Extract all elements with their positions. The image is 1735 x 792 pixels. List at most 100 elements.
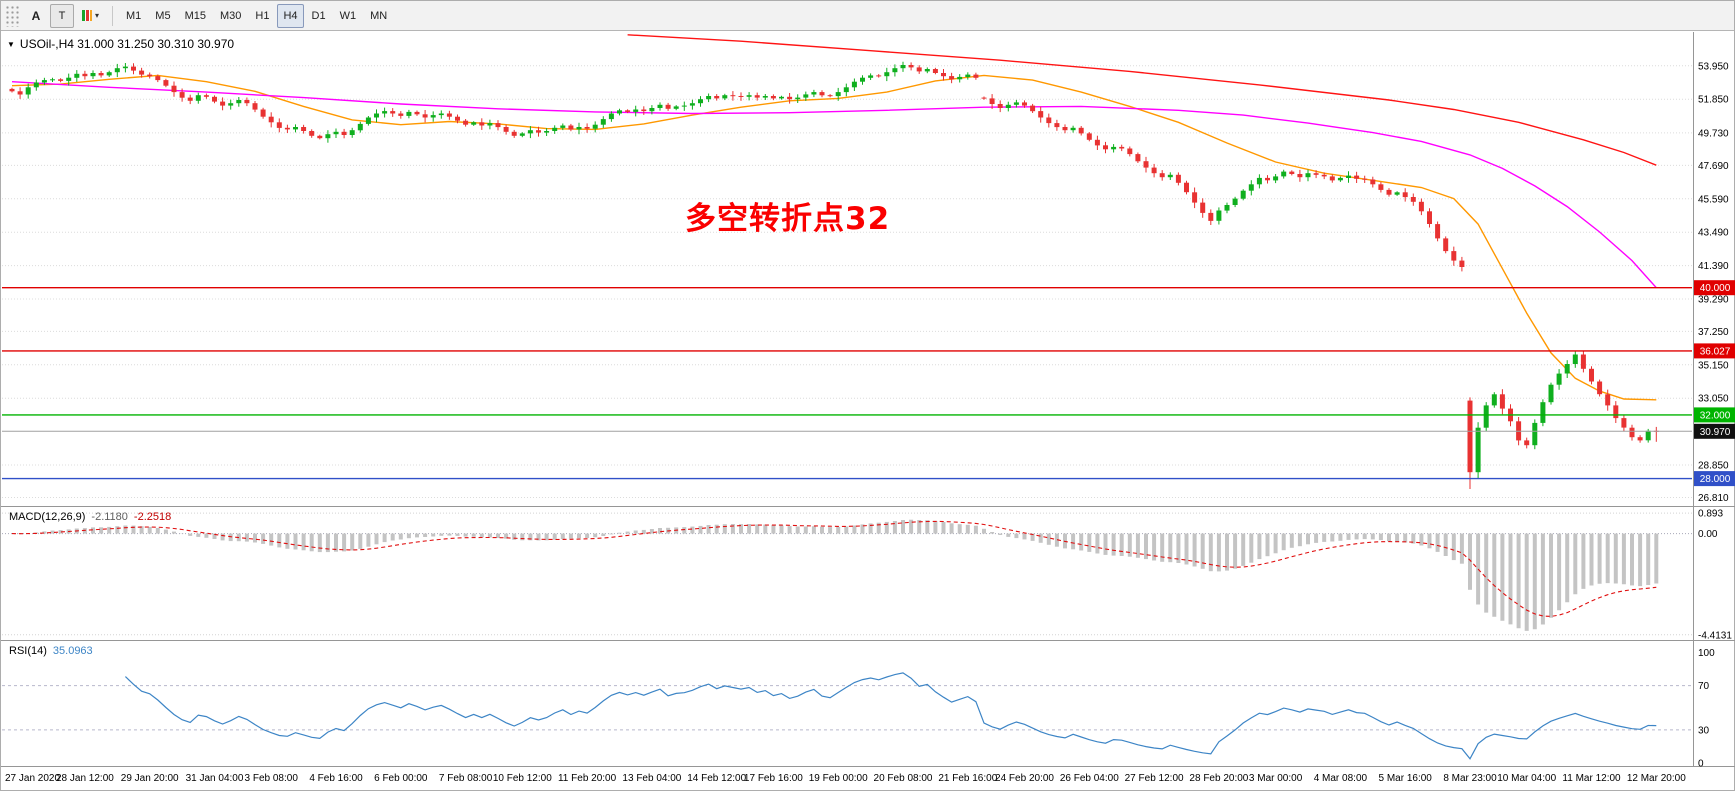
- timeframe-button-m30[interactable]: M30: [214, 4, 247, 28]
- ma-fast-orange: [11, 74, 1657, 401]
- svg-text:26.810: 26.810: [1698, 493, 1729, 504]
- svg-text:28.000: 28.000: [1700, 474, 1731, 485]
- timeframe-group: M1 M5 M15 M30 H1 H4 D1 W1 MN: [120, 3, 393, 28]
- rsi-indicator-label: RSI(14) 35.0963: [9, 645, 93, 657]
- svg-text:43.490: 43.490: [1698, 228, 1729, 239]
- timeframe-button-m5[interactable]: M5: [149, 4, 176, 28]
- time-label: 19 Feb 00:00: [809, 773, 868, 784]
- toolbar-separator: [112, 5, 114, 26]
- time-label: 7 Feb 08:00: [439, 773, 493, 784]
- arrow-tool-button[interactable]: A: [24, 4, 48, 28]
- time-label: 28 Feb 20:00: [1189, 773, 1248, 784]
- macd-axis[interactable]: 0.893 0.00 -4.4131: [1698, 509, 1732, 642]
- time-label: 27 Feb 12:00: [1125, 773, 1184, 784]
- svg-text:100: 100: [1698, 648, 1715, 659]
- candles-layer: [9, 61, 1659, 489]
- rsi-name: RSI(14): [9, 645, 47, 657]
- price-level-tag: [1694, 471, 1735, 487]
- svg-text:39.290: 39.290: [1698, 295, 1729, 306]
- time-label: 10 Feb 12:00: [493, 773, 552, 784]
- moving-averages: [11, 34, 1657, 401]
- time-label: 21 Feb 16:00: [938, 773, 997, 784]
- svg-text:47.690: 47.690: [1698, 161, 1729, 172]
- macd-signal-value: -2.2518: [133, 511, 172, 523]
- time-label: 10 Mar 04:00: [1497, 773, 1556, 784]
- chart-title-text: USOil-,H4 31.000 31.250 30.310 30.970: [19, 37, 235, 51]
- timeframe-button-w1[interactable]: W1: [334, 4, 363, 28]
- time-label: 11 Mar 12:00: [1562, 773, 1621, 784]
- timeframe-button-h1[interactable]: H1: [249, 4, 275, 28]
- ma-slow-red: [627, 34, 1657, 166]
- svg-text:36.027: 36.027: [1700, 346, 1731, 357]
- time-label: 17 Feb 16:00: [744, 773, 803, 784]
- time-label: 27 Jan 2020: [5, 773, 60, 784]
- svg-text:33.050: 33.050: [1698, 394, 1729, 405]
- macd-indicator-label: MACD(12,26,9) -2.1180 -2.2518: [9, 511, 171, 523]
- time-label: 4 Mar 08:00: [1314, 773, 1368, 784]
- rsi-value: 35.0963: [52, 645, 93, 657]
- rsi-line: [124, 672, 1657, 760]
- svg-text:41.390: 41.390: [1698, 261, 1729, 272]
- svg-text:0: 0: [1698, 759, 1704, 770]
- svg-text:53.950: 53.950: [1698, 61, 1729, 72]
- indicator-dropdown-button[interactable]: ▾: [76, 4, 105, 28]
- svg-text:70: 70: [1698, 681, 1710, 692]
- time-label: 20 Feb 08:00: [874, 773, 933, 784]
- svg-text:0.00: 0.00: [1698, 529, 1718, 540]
- time-label: 5 Mar 16:00: [1379, 773, 1433, 784]
- svg-text:51.850: 51.850: [1698, 95, 1729, 106]
- timeframe-button-mn[interactable]: MN: [364, 4, 393, 28]
- chevron-down-icon: ▾: [95, 10, 100, 20]
- svg-text:30: 30: [1698, 725, 1710, 736]
- timeframe-button-m15[interactable]: M15: [179, 4, 212, 28]
- time-label: 31 Jan 04:00: [186, 773, 244, 784]
- symbol-dropdown-icon[interactable]: ▼: [7, 39, 15, 49]
- timeframe-button-d1[interactable]: D1: [306, 4, 332, 28]
- time-label: 24 Feb 20:00: [995, 773, 1054, 784]
- price-level-tag: [1694, 407, 1735, 423]
- svg-text:0.893: 0.893: [1698, 509, 1723, 520]
- time-label: 29 Jan 20:00: [121, 773, 179, 784]
- ma-mid-magenta: [11, 81, 1657, 289]
- pane-separators: [1, 32, 1735, 767]
- time-label: 6 Feb 00:00: [374, 773, 428, 784]
- toolbar: A T ▾ M1 M5 M15 M30 H1 H4 D1 W1 MN: [1, 1, 1734, 31]
- rsi-pane-surface[interactable]: [2, 641, 1692, 765]
- time-label: 26 Feb 04:00: [1060, 773, 1119, 784]
- svg-text:45.590: 45.590: [1698, 194, 1729, 205]
- rsi-axis[interactable]: 100 70 30 0: [1698, 648, 1715, 770]
- candles-icon: [82, 10, 92, 21]
- chart-annotation[interactable]: 多空转折点32: [685, 201, 891, 237]
- macd-pane-surface[interactable]: [2, 507, 1692, 639]
- current-price-tag: [1694, 423, 1735, 439]
- macd-name: MACD(12,26,9): [9, 511, 86, 523]
- time-label: 3 Mar 00:00: [1249, 773, 1303, 784]
- svg-text:40.000: 40.000: [1700, 283, 1731, 294]
- timeframe-button-m1[interactable]: M1: [120, 4, 147, 28]
- time-label: 14 Feb 12:00: [687, 773, 746, 784]
- svg-text:28.850: 28.850: [1698, 461, 1729, 472]
- timeframe-button-h4[interactable]: H4: [277, 3, 304, 28]
- chart-title: ▼ USOil-,H4 31.000 31.250 30.310 30.970: [7, 37, 234, 51]
- price-level-tag: [1694, 343, 1735, 359]
- svg-text:37.250: 37.250: [1698, 327, 1729, 338]
- horizontal-level-lines: [2, 287, 1692, 480]
- macd-main-value: -2.1180: [91, 511, 128, 523]
- time-label: 28 Jan 12:00: [56, 773, 114, 784]
- main-chart-surface[interactable]: [2, 32, 1692, 505]
- time-label: 3 Feb 08:00: [245, 773, 299, 784]
- price-axis[interactable]: 53.950 51.850 49.730 47.690 45.590 43.490 41.3…: [1694, 61, 1735, 504]
- svg-text:32.000: 32.000: [1700, 410, 1731, 421]
- svg-text:30.970: 30.970: [1700, 427, 1731, 438]
- time-label: 13 Feb 04:00: [622, 773, 681, 784]
- svg-text:35.150: 35.150: [1698, 360, 1729, 371]
- svg-text:-4.4131: -4.4131: [1698, 630, 1732, 641]
- time-label: 12 Mar 20:00: [1627, 773, 1686, 784]
- text-tool-button[interactable]: T: [50, 3, 74, 28]
- time-label: 4 Feb 16:00: [309, 773, 363, 784]
- toolbar-grip[interactable]: [5, 4, 19, 27]
- macd-signal-line: [11, 520, 1657, 617]
- time-label: 8 Mar 23:00: [1443, 773, 1497, 784]
